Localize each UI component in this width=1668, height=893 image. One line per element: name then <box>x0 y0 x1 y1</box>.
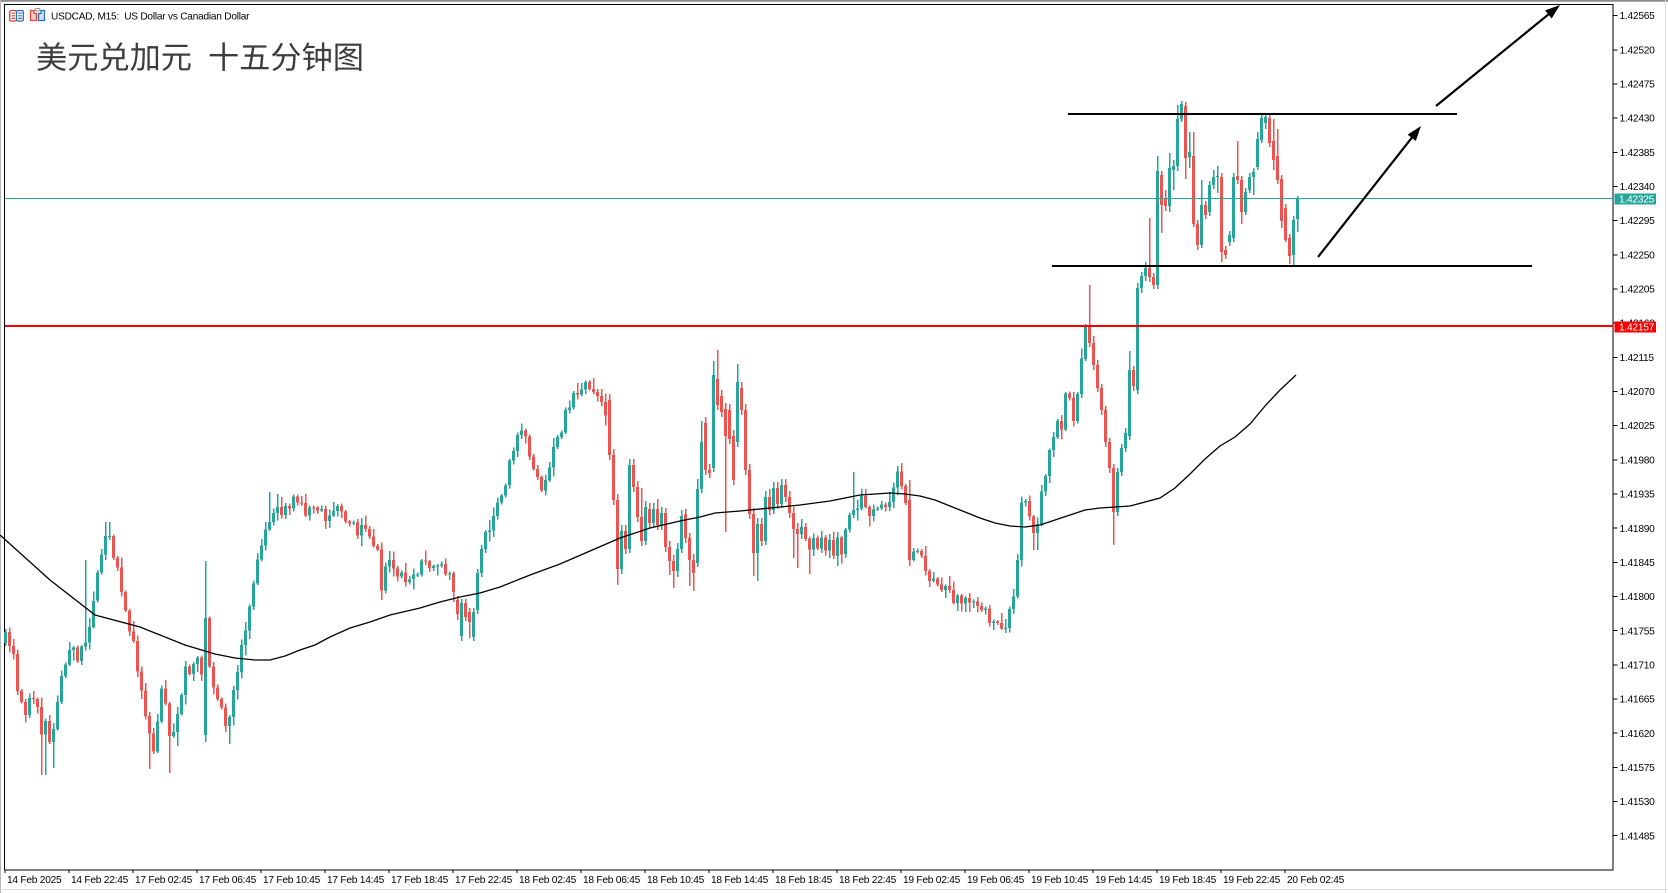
svg-text:1.42025: 1.42025 <box>1620 421 1656 432</box>
svg-text:1.41530: 1.41530 <box>1620 797 1656 808</box>
svg-text:1.41710: 1.41710 <box>1620 660 1656 671</box>
svg-text:19 Feb 10:45: 19 Feb 10:45 <box>1031 875 1089 886</box>
svg-text:1.42385: 1.42385 <box>1620 148 1656 159</box>
svg-text:USDCAD, M15: US Dollar vs Can: USDCAD, M15: US Dollar vs Canadian Dolla… <box>51 12 250 23</box>
svg-text:1.41845: 1.41845 <box>1620 558 1656 569</box>
svg-text:19 Feb 06:45: 19 Feb 06:45 <box>967 875 1025 886</box>
svg-text:17 Feb 06:45: 17 Feb 06:45 <box>199 875 257 886</box>
svg-text:1.42430: 1.42430 <box>1620 114 1656 125</box>
svg-text:1.42295: 1.42295 <box>1620 216 1656 227</box>
svg-text:1.42157: 1.42157 <box>1619 323 1655 334</box>
svg-text:17 Feb 02:45: 17 Feb 02:45 <box>135 875 193 886</box>
svg-text:1.41485: 1.41485 <box>1620 831 1656 842</box>
svg-text:18 Feb 18:45: 18 Feb 18:45 <box>775 875 833 886</box>
svg-text:1.42250: 1.42250 <box>1620 250 1656 261</box>
svg-text:1.42520: 1.42520 <box>1620 45 1656 56</box>
svg-text:1.41980: 1.41980 <box>1620 455 1656 466</box>
svg-text:1.41890: 1.41890 <box>1620 524 1656 535</box>
svg-text:20 Feb 02:45: 20 Feb 02:45 <box>1287 875 1345 886</box>
svg-text:18 Feb 02:45: 18 Feb 02:45 <box>519 875 577 886</box>
svg-text:1.41575: 1.41575 <box>1620 763 1656 774</box>
svg-text:18 Feb 06:45: 18 Feb 06:45 <box>583 875 641 886</box>
svg-text:1.42565: 1.42565 <box>1620 11 1656 22</box>
svg-text:18 Feb 14:45: 18 Feb 14:45 <box>711 875 769 886</box>
svg-text:17 Feb 22:45: 17 Feb 22:45 <box>455 875 513 886</box>
svg-text:19 Feb 02:45: 19 Feb 02:45 <box>903 875 961 886</box>
svg-text:1.42115: 1.42115 <box>1620 353 1655 364</box>
svg-text:1.42475: 1.42475 <box>1620 80 1656 91</box>
svg-text:1.41665: 1.41665 <box>1620 695 1656 706</box>
svg-text:1.41620: 1.41620 <box>1620 729 1656 740</box>
svg-text:14 Feb 2025: 14 Feb 2025 <box>7 875 62 886</box>
svg-text:19 Feb 18:45: 19 Feb 18:45 <box>1159 875 1217 886</box>
svg-text:1.41755: 1.41755 <box>1620 626 1656 637</box>
svg-text:1.42205: 1.42205 <box>1620 285 1656 296</box>
svg-text:19 Feb 14:45: 19 Feb 14:45 <box>1095 875 1153 886</box>
svg-text:1.42070: 1.42070 <box>1620 387 1656 398</box>
svg-text:1.42340: 1.42340 <box>1620 182 1656 193</box>
svg-text:17 Feb 18:45: 17 Feb 18:45 <box>391 875 449 886</box>
svg-text:17 Feb 10:45: 17 Feb 10:45 <box>263 875 321 886</box>
svg-text:19 Feb 22:45: 19 Feb 22:45 <box>1223 875 1281 886</box>
svg-text:17 Feb 14:45: 17 Feb 14:45 <box>327 875 385 886</box>
svg-text:1.41800: 1.41800 <box>1620 592 1656 603</box>
svg-text:18 Feb 10:45: 18 Feb 10:45 <box>647 875 705 886</box>
svg-text:1.42325: 1.42325 <box>1619 195 1655 206</box>
svg-text:14 Feb 22:45: 14 Feb 22:45 <box>71 875 129 886</box>
svg-text:18 Feb 22:45: 18 Feb 22:45 <box>839 875 897 886</box>
svg-text:1.41935: 1.41935 <box>1620 490 1656 501</box>
